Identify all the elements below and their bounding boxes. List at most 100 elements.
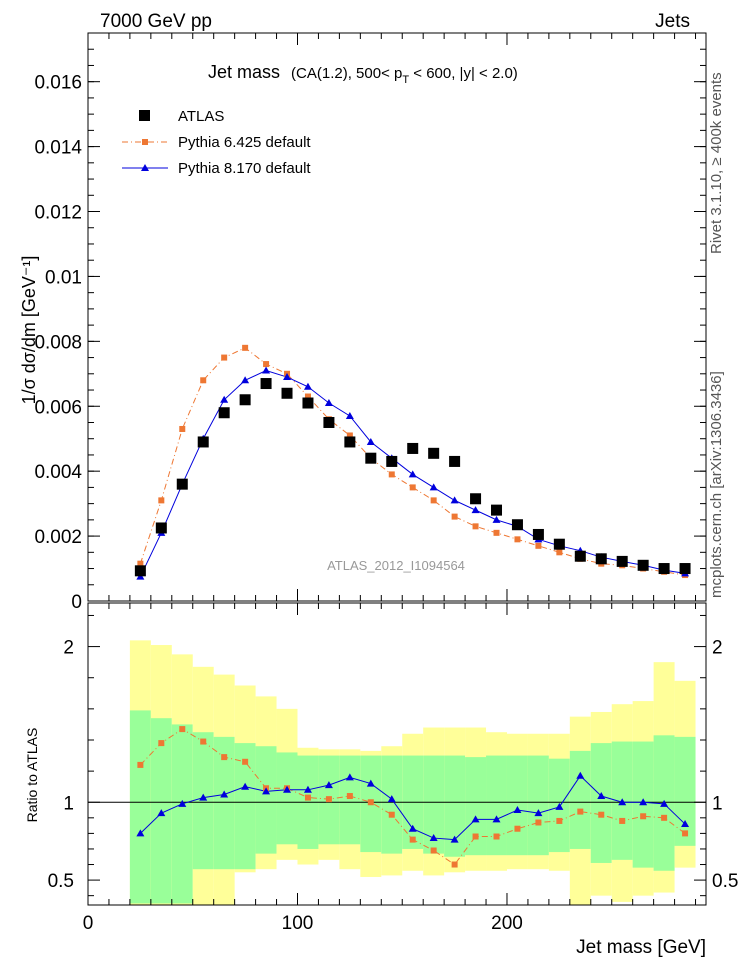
- legend-atlas-marker: [139, 110, 150, 121]
- ratio-pythia6-point: [598, 811, 605, 818]
- y-tick-label: 0.006: [34, 397, 82, 418]
- atlas-point: [302, 397, 314, 409]
- atlas-point: [155, 522, 167, 534]
- atlas-point: [470, 493, 482, 505]
- x-tick-label: 0: [83, 913, 94, 934]
- ratio-y-tick-label-right: 1: [712, 793, 723, 814]
- analysis-watermark: ATLAS_2012_I1094564: [327, 558, 465, 573]
- atlas-point: [428, 447, 440, 459]
- ratio-pythia6-point: [388, 811, 395, 818]
- atlas-point: [365, 452, 377, 464]
- atlas-point: [574, 550, 586, 562]
- ratio-pythia8-point: [639, 798, 648, 806]
- y-tick-label: 0.01: [45, 267, 82, 288]
- plot-title-cond-sub: T: [402, 74, 409, 86]
- mcplots-label: mcplots.cern.ch [arXiv:1306.3436]: [708, 371, 725, 598]
- ratio-pythia6-point: [200, 738, 207, 745]
- y-tick-label: 0.012: [34, 203, 82, 224]
- ratio-pythia8-point: [199, 793, 208, 801]
- ratio-pythia8-point: [618, 798, 627, 806]
- ratio-pythia8-point: [366, 779, 375, 787]
- ratio-band-inner: [192, 732, 214, 870]
- ratio-band-inner: [590, 743, 612, 863]
- plot-title: Jet mass (CA(1.2), 500< pT < 600, |y| < …: [208, 62, 518, 86]
- ratio-pythia6-point: [556, 817, 563, 824]
- atlas-point: [386, 455, 398, 467]
- ratio-pythia6-point: [137, 761, 144, 768]
- ratio-pythia6-point: [179, 726, 186, 733]
- ratio-pythia6-point: [514, 825, 521, 832]
- main-ylabel: 1/σ dσ/dm [GeV⁻¹]: [19, 256, 39, 405]
- pythia8-point: [492, 515, 501, 523]
- atlas-point: [532, 528, 544, 540]
- ratio-band-inner: [486, 755, 507, 856]
- ratio-pythia6-point: [409, 836, 416, 843]
- ratio-pythia6-point: [221, 754, 228, 761]
- ratio-pythia6-point: [325, 796, 332, 803]
- pythia6-point: [263, 361, 270, 368]
- atlas-point: [239, 394, 251, 406]
- pythia6-point: [346, 432, 353, 439]
- main-frame: [87, 32, 707, 602]
- ratio-pythia8-point: [597, 792, 606, 800]
- pythia6-point: [200, 377, 207, 384]
- y-tick-label: 0.008: [34, 332, 82, 353]
- ratio-axes: 0.5 0.5 1 1 2 2 0 100 200: [48, 603, 738, 934]
- ratio-pythia8-point: [429, 834, 438, 842]
- ratio-y-tick-label: 1: [63, 793, 74, 814]
- ratio-pythia8-point: [534, 809, 543, 817]
- atlas-point: [176, 478, 188, 490]
- ratio-band-inner: [171, 724, 193, 904]
- ratio-y-tick-label-right: 2: [712, 638, 723, 659]
- pythia6-line: [139, 347, 686, 576]
- pythia6-point: [430, 497, 437, 504]
- ratio-pythia8-point: [157, 809, 166, 817]
- ratio-ylabel: Ratio to ATLAS: [24, 728, 40, 823]
- ratio-pythia8-point: [387, 795, 396, 803]
- pythia6-point: [409, 484, 416, 491]
- atlas-point: [344, 436, 356, 448]
- pythia6-point: [137, 560, 144, 567]
- pythia8-point: [324, 399, 333, 407]
- ratio-pythia8-point: [283, 785, 292, 793]
- rivet-label: Rivet 3.1.10, ≥ 400k events: [708, 72, 725, 254]
- ratio-band-inner: [465, 757, 487, 856]
- legend-py8-label: Pythia 8.170 default: [178, 160, 311, 177]
- ratio-pythia8-point: [324, 781, 333, 789]
- atlas-point: [197, 436, 209, 448]
- ratio-pythia8-point: [513, 806, 522, 814]
- atlas-point: [616, 555, 628, 567]
- pythia8-point: [283, 373, 292, 381]
- atlas-point: [491, 504, 503, 516]
- pythia8-point: [241, 376, 250, 384]
- y-tick-label: 0.004: [34, 462, 82, 483]
- ratio-data-layer: [136, 726, 690, 868]
- y-tick-label: 0.002: [34, 527, 82, 548]
- pythia6-point: [556, 549, 563, 556]
- main-axes: 0 0.002 0.004 0.006 0.008 0.01 0.012 0.014 0.016: [34, 32, 706, 613]
- ratio-band-inner: [213, 736, 235, 870]
- ratio-pythia6-point: [682, 830, 689, 837]
- ratio-pythia8-point: [303, 785, 312, 793]
- ratio-pythia6-point: [430, 847, 437, 854]
- pythia6-point: [242, 344, 249, 351]
- ratio-pythia6-point: [535, 819, 542, 826]
- pythia6-point: [514, 536, 521, 543]
- pythia8-point: [303, 382, 312, 390]
- header-process: Jets: [655, 11, 690, 32]
- pythia6-point: [493, 529, 500, 536]
- ratio-pythia6-point: [619, 817, 626, 824]
- pythia6-point: [535, 542, 542, 549]
- pythia6-point: [451, 513, 458, 520]
- ratio-band-inner: [506, 755, 528, 856]
- ratio-y-tick-label: 0.5: [48, 871, 74, 892]
- atlas-point: [260, 378, 272, 390]
- ratio-pythia8-point: [555, 802, 564, 810]
- ratio-band-inner: [255, 746, 277, 854]
- atlas-point: [281, 387, 293, 399]
- ratio-bands: [88, 640, 706, 905]
- ratio-pythia8-point: [450, 835, 459, 843]
- pythia6-point: [221, 354, 228, 361]
- ratio-pythia8-point: [241, 782, 250, 790]
